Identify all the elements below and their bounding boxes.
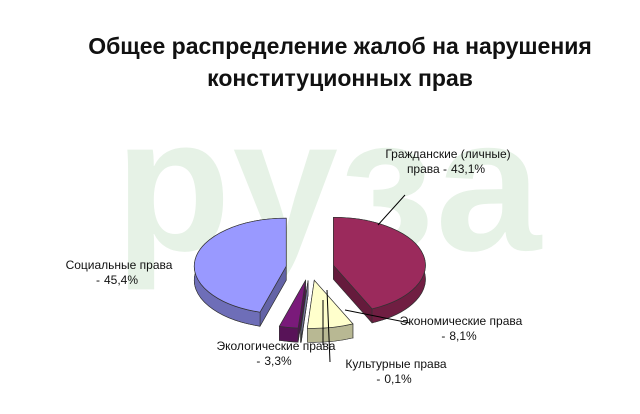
data-label: Социальные права -45,4% xyxy=(48,258,188,288)
value-label: 8,1% xyxy=(449,329,477,343)
value-label: 3,3% xyxy=(264,354,292,368)
slice-top xyxy=(300,280,309,329)
leader-line xyxy=(326,289,331,363)
category-label: Культурные права - xyxy=(345,357,447,386)
data-label: Культурные права -0,1% xyxy=(325,357,465,387)
watermark: руза xyxy=(114,79,546,291)
category-label: Гражданские (личные) права - xyxy=(385,147,511,176)
slice xyxy=(306,279,354,343)
value-label: 43,1% xyxy=(451,162,486,176)
slice-top xyxy=(306,279,354,329)
data-label: Экологические права -3,3% xyxy=(200,339,350,369)
category-label: Экологические права - xyxy=(216,339,336,368)
slice xyxy=(193,217,287,328)
slice-top xyxy=(278,280,306,329)
category-label: Социальные права - xyxy=(65,258,173,287)
slice xyxy=(300,280,309,343)
leader-line xyxy=(377,194,406,226)
slice-top xyxy=(333,216,426,310)
category-label: Экономические права - xyxy=(399,314,523,343)
data-label: Экономические права -8,1% xyxy=(395,314,525,344)
value-label: 0,1% xyxy=(384,372,412,386)
data-label: Гражданские (личные) права -43,1% xyxy=(382,147,512,177)
chart-title: Общее распределение жалоб на нарушения к… xyxy=(88,33,592,91)
slice xyxy=(278,279,306,343)
value-label: 45,4% xyxy=(103,273,139,287)
slice xyxy=(333,216,426,324)
slice-top xyxy=(193,217,287,313)
leader-line xyxy=(344,309,411,324)
